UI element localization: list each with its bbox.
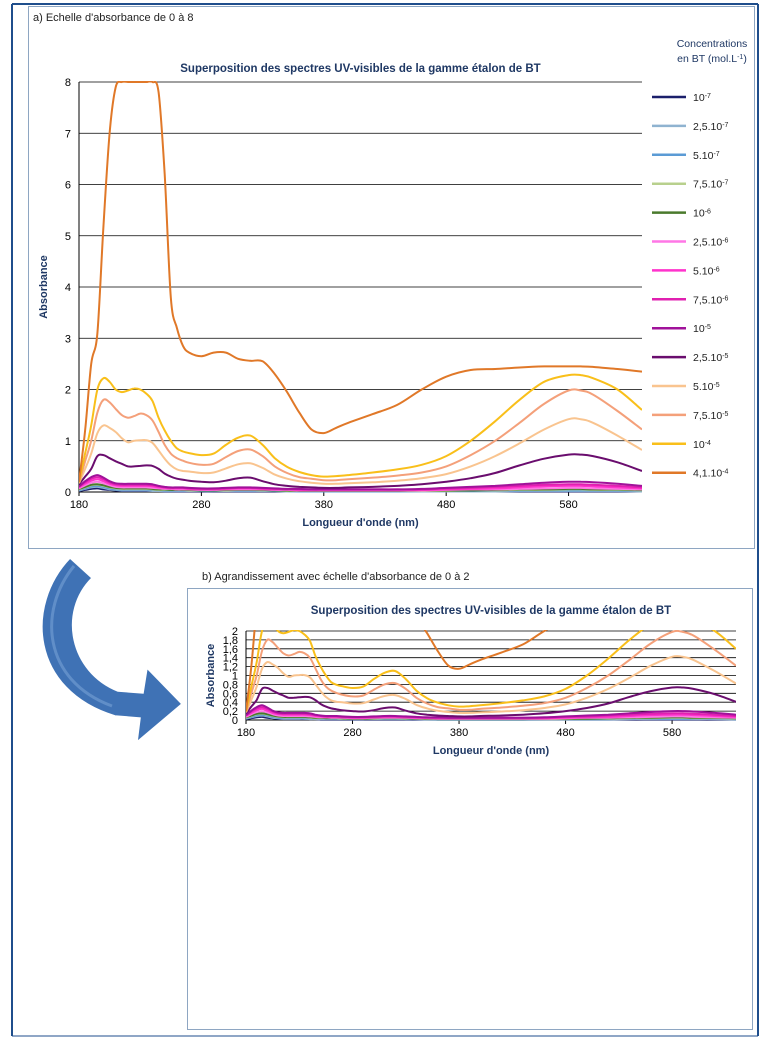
y-tick-label: 8 [65, 77, 71, 89]
legend-entry-5: 2,5.10-6 [693, 237, 729, 249]
y-tick-label: 5 [65, 231, 71, 243]
legend-entry-3: 7,5.10-7 [693, 179, 729, 191]
y-tick-label: 1,2 [223, 662, 238, 674]
y-tick-label: 7 [65, 128, 71, 140]
legend-entry-1: 2,5.10-7 [693, 121, 729, 133]
legend-entry-11: 7,5.10-5 [693, 410, 729, 422]
y-tick-label: 0,4 [223, 697, 238, 709]
series-line-9 [79, 453, 642, 489]
legend-title-line1: Concentrations [677, 38, 748, 50]
chart-b: Superposition des spectres UV-visibles d… [205, 605, 736, 757]
legend-entry-7: 7,5.10-6 [693, 294, 729, 306]
legend-entry-0: 10-7 [693, 92, 711, 104]
legend-entry-12: 10-4 [693, 439, 711, 451]
series-line-8 [79, 474, 642, 491]
series-line-10 [79, 417, 642, 485]
legend-entry-13: 4,1.10-4 [693, 468, 729, 480]
chart-title: Superposition des spectres UV-visibles d… [311, 605, 671, 617]
series-line-11 [246, 630, 736, 713]
x-tick-label: 280 [192, 499, 210, 511]
x-tick-label: 380 [450, 727, 468, 739]
x-tick-label: 180 [70, 499, 88, 511]
y-tick-label: 1,8 [223, 635, 238, 647]
y-tick-label: 4 [65, 282, 71, 294]
series-line-13 [79, 81, 642, 482]
y-tick-label: 1 [232, 671, 238, 683]
legend-entry-6: 5.10-6 [693, 265, 720, 277]
series-line-12 [79, 373, 642, 483]
x-axis-label: Longueur d'onde (nm) [302, 517, 419, 529]
x-tick-label: 580 [559, 499, 577, 511]
y-tick-label: 1 [65, 436, 71, 448]
x-tick-label: 580 [663, 727, 681, 739]
panel-b-caption: b) Agrandissement avec échelle d'absorba… [202, 571, 470, 583]
series-line-12 [246, 630, 736, 712]
panel-a-caption: a) Echelle d'absorbance de 0 à 8 [33, 12, 194, 24]
series-line-11 [79, 388, 642, 484]
y-tick-label: 0 [65, 487, 71, 499]
chart-title: Superposition des spectres UV-visibles d… [180, 63, 540, 75]
legend-entry-4: 10-6 [693, 208, 711, 220]
x-axis-label: Longueur d'onde (nm) [433, 745, 550, 757]
series-lines [246, 630, 736, 721]
series-lines [79, 81, 642, 493]
legend-entry-2: 5.10-7 [693, 150, 720, 162]
legend-entry-9: 2,5.10-5 [693, 352, 729, 364]
x-tick-label: 480 [556, 727, 574, 739]
legend-entry-10: 5.10-5 [693, 381, 720, 393]
y-tick-label: 6 [65, 180, 71, 192]
legend: Concentrations en BT (mol.L-1) 10-7 2,5.10-… [652, 38, 747, 480]
chart-a: Superposition des spectres UV-visibles d… [38, 63, 642, 529]
legend-title-line2: en BT (mol.L-1) [677, 53, 747, 65]
curved-arrow-icon [41, 556, 184, 744]
y-tick-label: 1,6 [223, 644, 238, 656]
series-line-10 [246, 655, 736, 714]
y-tick-label: 0,2 [223, 706, 238, 718]
x-tick-label: 280 [343, 727, 361, 739]
y-tick-label: 2 [65, 385, 71, 397]
y-tick-label: 2 [232, 626, 238, 638]
chart-panel-a: a) Echelle d'absorbance de 0 à 8 [28, 6, 755, 549]
y-tick-label: 3 [65, 333, 71, 345]
x-tick-label: 480 [437, 499, 455, 511]
y-tick-label: 0,6 [223, 688, 238, 700]
x-tick-label: 380 [315, 499, 333, 511]
series-line-8 [246, 704, 736, 719]
x-tick-label: 180 [237, 727, 255, 739]
legend-entry-8: 10-5 [693, 323, 711, 335]
y-axis-label: Absorbance [38, 255, 50, 319]
y-tick-label: 0 [232, 715, 238, 727]
y-axis-label: Absorbance [205, 644, 217, 708]
y-tick-label: 0,8 [223, 679, 238, 691]
y-tick-label: 1,4 [223, 653, 238, 665]
series-line-9 [246, 686, 736, 718]
